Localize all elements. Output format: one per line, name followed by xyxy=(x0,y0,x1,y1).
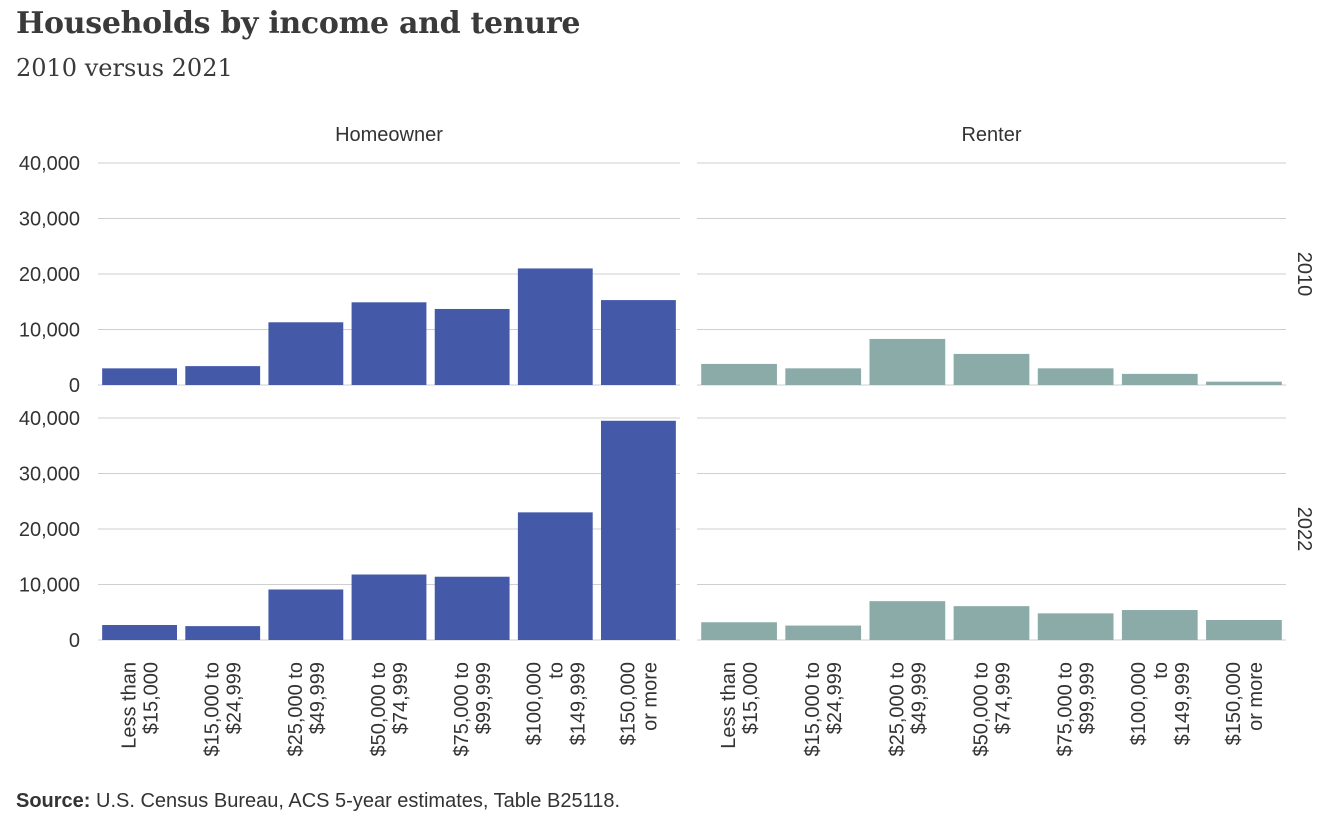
x-tick-label: $15,000 xyxy=(141,662,163,734)
bar-homeowner-2022 xyxy=(601,420,676,640)
facet-column-label: Renter xyxy=(961,124,1021,146)
x-tick-label: to xyxy=(1150,662,1172,679)
x-tick-label: $100,000 xyxy=(523,662,545,745)
x-tick-label: Less than xyxy=(718,662,740,749)
faceted-bar-chart: Homeowner Renter 2010 2022 0 10,000 20,000 30,0… xyxy=(19,124,1315,757)
bar-homeowner-2010 xyxy=(601,300,676,385)
bar-renter-2022 xyxy=(701,622,777,640)
y-tick-label: 30,000 xyxy=(19,464,80,486)
bar-homeowner-2022 xyxy=(185,626,261,640)
x-tick-label: $49,999 xyxy=(908,662,930,734)
x-tick-label: $99,999 xyxy=(1077,662,1099,734)
x-tick-label: $149,999 xyxy=(567,662,589,745)
facet-row-label: 2022 xyxy=(1293,507,1315,552)
bar-renter-2010 xyxy=(869,338,946,385)
x-tick-label: $15,000 to xyxy=(202,662,224,757)
y-tick-label: 0 xyxy=(69,630,80,652)
x-tick-label: $24,999 xyxy=(224,662,246,734)
y-tick-label: 30,000 xyxy=(19,209,80,231)
x-tick-label: $150,000 xyxy=(617,662,639,745)
bar-homeowner-2010 xyxy=(351,302,427,385)
x-tick-label: $15,000 to xyxy=(802,662,824,757)
bar-renter-2022 xyxy=(1121,610,1198,640)
bar-homeowner-2010 xyxy=(102,368,177,385)
bar-homeowner-2022 xyxy=(102,625,177,640)
x-tick-label: $75,000 to xyxy=(1055,662,1077,757)
x-tick-label: $15,000 xyxy=(740,662,762,734)
x-tick-label: $100,000 xyxy=(1128,662,1150,745)
x-tick-label: $149,999 xyxy=(1172,662,1194,745)
x-tick-label: $24,999 xyxy=(824,662,846,734)
bar-renter-2022 xyxy=(1206,620,1282,640)
bar-renter-2022 xyxy=(1037,613,1114,640)
x-tick-label: $25,000 to xyxy=(285,662,307,757)
bar-renter-2010 xyxy=(1037,368,1114,385)
bar-renter-2022 xyxy=(785,625,862,640)
bar-renter-2022 xyxy=(869,601,946,640)
y-tick-label: 20,000 xyxy=(19,264,80,286)
x-tick-label: $49,999 xyxy=(307,662,329,734)
x-tick-label: $50,000 to xyxy=(971,662,993,757)
bar-homeowner-2010 xyxy=(434,308,510,385)
x-tick-label: $74,999 xyxy=(993,662,1015,734)
x-tick-label: or more xyxy=(639,662,661,731)
y-tick-label: 40,000 xyxy=(19,153,80,175)
facet-column-label: Homeowner xyxy=(335,124,443,146)
x-tick-label: Less than xyxy=(119,662,141,749)
bar-renter-2010 xyxy=(1206,381,1282,385)
y-tick-label: 20,000 xyxy=(19,519,80,541)
source-text: U.S. Census Bureau, ACS 5-year estimates… xyxy=(96,790,621,812)
source-label: Source: xyxy=(16,790,91,812)
source-note: Source: U.S. Census Bureau, ACS 5-year e… xyxy=(16,790,620,813)
x-tick-label: $150,000 xyxy=(1223,662,1245,745)
bar-homeowner-2010 xyxy=(517,268,593,385)
x-tick-label: $74,999 xyxy=(390,662,412,734)
bar-renter-2010 xyxy=(1121,373,1198,385)
x-tick-label: $25,000 to xyxy=(886,662,908,757)
y-tick-label: 40,000 xyxy=(19,408,80,430)
x-tick-label: $75,000 to xyxy=(451,662,473,757)
y-tick-label: 0 xyxy=(69,375,80,397)
x-tick-label: $50,000 to xyxy=(368,662,390,757)
chart-title: Households by income and tenure xyxy=(16,6,581,41)
x-tick-label: to xyxy=(545,662,567,679)
chart-subtitle: 2010 versus 2021 xyxy=(16,54,233,82)
bar-renter-2022 xyxy=(953,606,1030,640)
bar-renter-2010 xyxy=(701,363,777,385)
bar-homeowner-2022 xyxy=(434,576,510,640)
facet-row-label: 2010 xyxy=(1293,252,1315,297)
bar-renter-2010 xyxy=(785,368,862,385)
bar-homeowner-2022 xyxy=(517,512,593,640)
bar-homeowner-2010 xyxy=(185,366,261,385)
y-tick-label: 10,000 xyxy=(19,320,80,342)
x-tick-label: $99,999 xyxy=(473,662,495,734)
x-tick-label: or more xyxy=(1245,662,1267,731)
bar-renter-2010 xyxy=(953,353,1030,385)
y-tick-label: 10,000 xyxy=(19,575,80,597)
bar-homeowner-2010 xyxy=(268,322,344,385)
bar-homeowner-2022 xyxy=(268,589,344,640)
bar-homeowner-2022 xyxy=(351,574,427,640)
